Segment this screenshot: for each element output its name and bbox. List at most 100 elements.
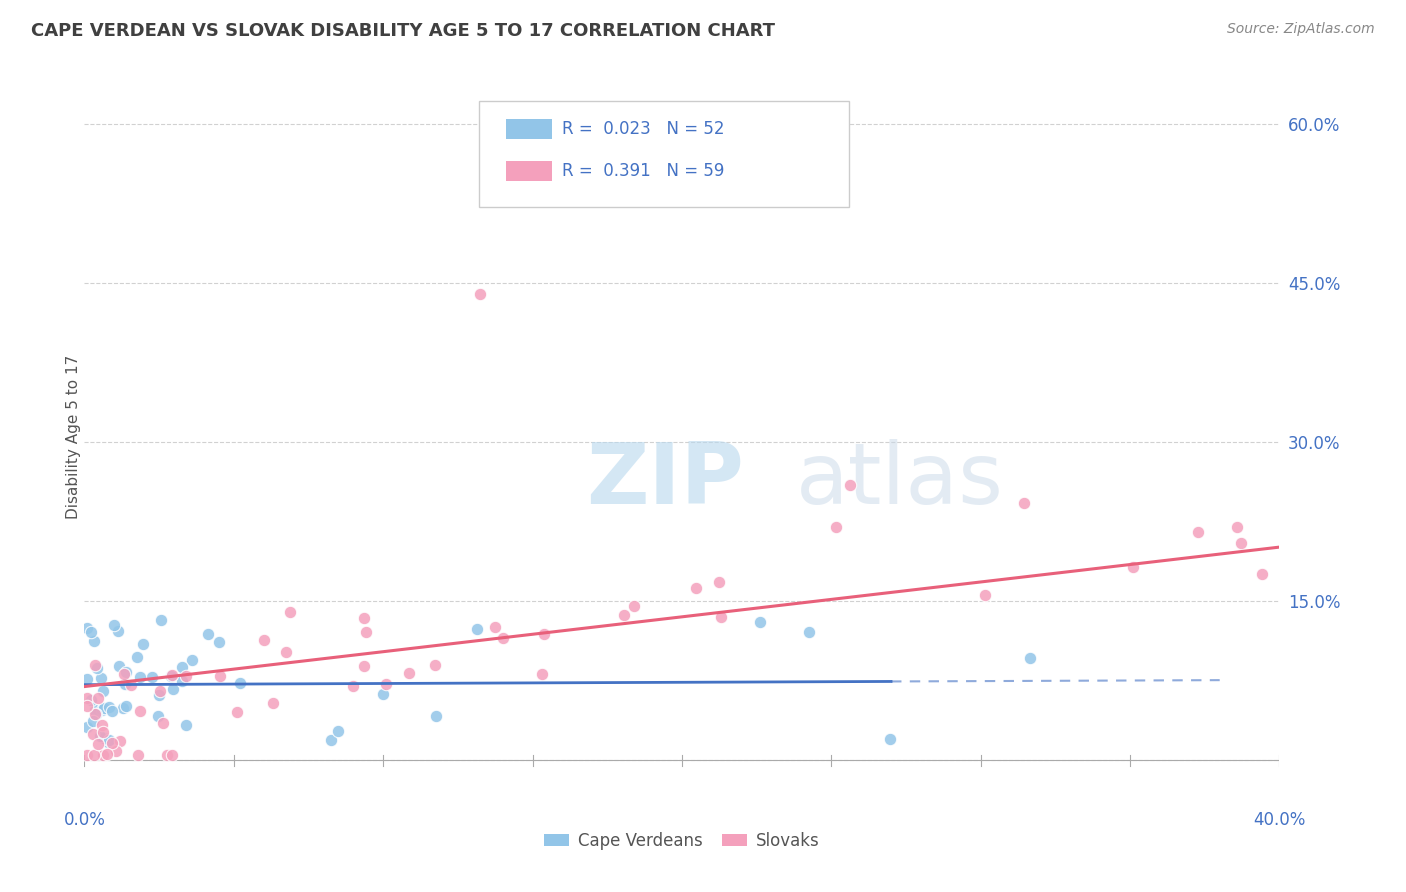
Point xyxy=(76,690,98,705)
Text: atlas: atlas xyxy=(796,440,1004,523)
Point xyxy=(152,716,174,731)
Bar xyxy=(506,161,551,181)
Point xyxy=(1230,536,1253,550)
Point xyxy=(371,687,394,701)
Point xyxy=(90,703,112,717)
Point xyxy=(1012,496,1035,510)
Point xyxy=(229,676,252,690)
Point xyxy=(111,701,134,715)
Point xyxy=(181,653,204,667)
Point xyxy=(197,626,219,640)
Point xyxy=(749,615,772,629)
Point xyxy=(278,605,301,619)
Point xyxy=(104,744,127,758)
Point xyxy=(115,665,138,680)
Point xyxy=(86,691,108,706)
Point xyxy=(76,672,98,686)
Point xyxy=(89,729,111,743)
Point xyxy=(207,635,229,649)
Point xyxy=(83,658,105,673)
Point xyxy=(174,717,197,731)
Text: R =  0.023   N = 52: R = 0.023 N = 52 xyxy=(562,120,725,138)
Point xyxy=(879,731,901,746)
Point xyxy=(1250,567,1272,582)
Point xyxy=(101,736,124,750)
Legend: Cape Verdeans, Slovaks: Cape Verdeans, Slovaks xyxy=(537,825,827,856)
Point xyxy=(103,617,125,632)
Point xyxy=(1226,520,1249,534)
Point xyxy=(86,707,108,722)
FancyBboxPatch shape xyxy=(479,101,849,207)
Point xyxy=(128,704,150,718)
Point xyxy=(974,589,997,603)
Point xyxy=(398,665,420,680)
Point xyxy=(825,520,848,534)
Text: Source: ZipAtlas.com: Source: ZipAtlas.com xyxy=(1227,22,1375,37)
Point xyxy=(328,723,350,738)
Point xyxy=(76,720,98,734)
Point xyxy=(342,679,364,693)
Point xyxy=(208,668,231,682)
Point xyxy=(93,684,115,698)
Point xyxy=(423,658,446,673)
Point xyxy=(710,610,733,624)
Point xyxy=(84,706,107,721)
Point xyxy=(491,631,513,645)
Point xyxy=(425,708,447,723)
Point xyxy=(797,624,820,639)
Point xyxy=(356,624,378,639)
Point xyxy=(110,734,132,748)
Point xyxy=(156,748,179,763)
Point xyxy=(623,599,645,613)
Point xyxy=(141,669,163,683)
Point xyxy=(127,748,149,763)
Point xyxy=(839,477,862,491)
Point xyxy=(1122,559,1144,574)
Point xyxy=(530,666,553,681)
Point xyxy=(484,620,506,634)
Point xyxy=(76,621,98,635)
Point xyxy=(90,671,112,685)
Point xyxy=(148,688,170,702)
Point xyxy=(150,613,173,627)
Point xyxy=(79,625,101,640)
Point xyxy=(108,659,131,673)
Point xyxy=(115,698,138,713)
Point xyxy=(83,748,105,763)
Point xyxy=(83,633,105,648)
Point xyxy=(1187,524,1209,539)
Point xyxy=(114,677,136,691)
Point xyxy=(640,192,662,206)
Point xyxy=(97,699,120,714)
Point xyxy=(253,632,276,647)
Point xyxy=(262,697,284,711)
Text: ZIP: ZIP xyxy=(586,440,744,523)
Point xyxy=(76,698,98,713)
Bar xyxy=(506,119,551,139)
Point xyxy=(107,624,129,639)
Point xyxy=(172,673,194,688)
Point xyxy=(1018,650,1040,665)
Point xyxy=(174,669,197,683)
Point xyxy=(128,669,150,683)
Point xyxy=(112,667,135,681)
Point xyxy=(82,727,104,741)
Point xyxy=(120,678,142,692)
Point xyxy=(613,607,636,622)
Point xyxy=(132,637,155,651)
Point xyxy=(93,731,115,746)
Point xyxy=(125,650,148,665)
Point xyxy=(470,287,492,301)
Point xyxy=(160,668,183,682)
Point xyxy=(87,737,110,751)
Point xyxy=(353,611,375,625)
Point xyxy=(93,701,115,715)
Point xyxy=(91,724,114,739)
Point xyxy=(162,681,184,696)
Point xyxy=(465,622,488,636)
Text: R =  0.391   N = 59: R = 0.391 N = 59 xyxy=(562,161,724,180)
Point xyxy=(101,704,124,718)
Point xyxy=(149,684,172,698)
Point xyxy=(86,661,108,675)
Point xyxy=(709,574,731,589)
